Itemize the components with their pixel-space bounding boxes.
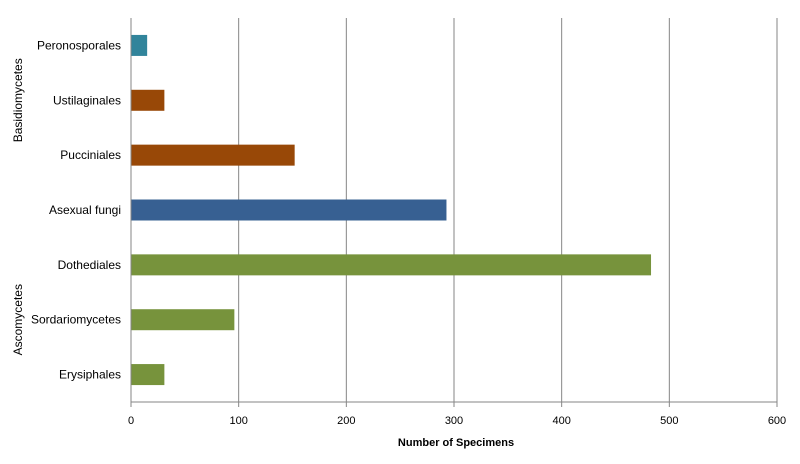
bar — [131, 309, 235, 331]
category-label: Dothediales — [58, 258, 121, 272]
x-tick-label: 300 — [445, 415, 463, 427]
x-tick-label: 500 — [660, 415, 678, 427]
bar — [131, 254, 652, 276]
x-tick-label: 100 — [229, 415, 247, 427]
category-label: Sordariomycetes — [31, 313, 121, 327]
bar — [131, 364, 165, 386]
category-labels: Peronosporales Ustilaginales Pucciniales As… — [31, 38, 121, 381]
group-label-ascomycetes: Ascomycetes — [11, 284, 25, 355]
category-label: Peronosporales — [37, 38, 121, 52]
category-label: Asexual fungi — [49, 203, 121, 217]
x-tick-label: 0 — [128, 415, 134, 427]
category-label: Ustilaginales — [53, 93, 121, 107]
x-tick-label: 200 — [337, 415, 355, 427]
x-tick-label: 600 — [768, 415, 786, 427]
bars — [131, 34, 652, 386]
bar — [131, 199, 447, 221]
x-tick-label: 400 — [552, 415, 570, 427]
bar — [131, 144, 295, 166]
group-label-basidiomycetes: Basidiomycetes — [11, 58, 25, 142]
x-axis-title: Number of Specimens — [398, 437, 514, 449]
category-label: Pucciniales — [60, 148, 121, 162]
grid-lines — [238, 18, 778, 402]
x-tick-labels: 0 100 200 300 400 500 600 — [128, 402, 786, 427]
bar — [131, 34, 148, 56]
category-label: Erysiphales — [59, 368, 121, 382]
bar — [131, 89, 165, 111]
